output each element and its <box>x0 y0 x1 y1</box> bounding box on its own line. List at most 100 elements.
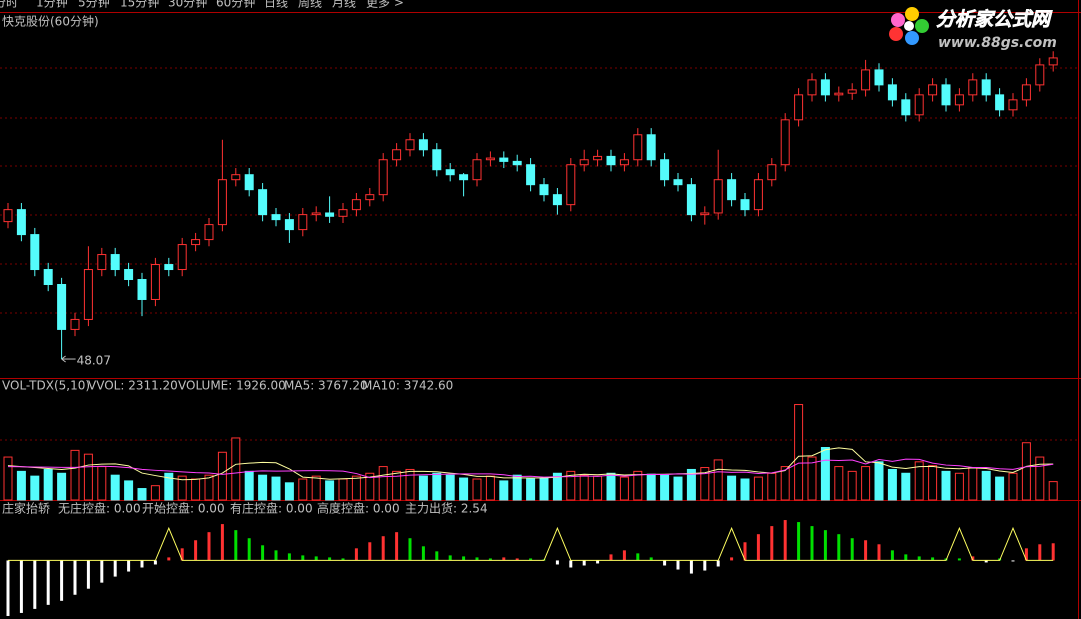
candle-body <box>271 214 281 221</box>
menu-bar: 分时 1分钟 5分钟 15分钟 30分钟 60分钟 日线 周线 月线 更多 > <box>0 0 404 10</box>
candle-body <box>847 89 857 94</box>
candle-body <box>284 219 294 231</box>
volume-bar <box>284 482 294 501</box>
volume-bar <box>539 477 549 501</box>
volume-bar <box>338 478 348 501</box>
candle-body <box>887 84 897 101</box>
volume-bar <box>30 475 40 501</box>
volume-bar <box>673 476 683 501</box>
logo-petal <box>905 7 919 21</box>
candle-body <box>217 179 227 226</box>
volume-bar <box>593 475 603 501</box>
candle-body <box>968 79 978 96</box>
volume-bar <box>164 472 174 501</box>
volume-bar <box>968 467 978 501</box>
candle-body <box>807 79 817 96</box>
candle-body <box>526 164 536 186</box>
logo-center <box>904 21 914 31</box>
low-arrow-head <box>61 355 66 363</box>
candle-body <box>753 179 763 211</box>
candle-body <box>351 199 361 211</box>
candle-body <box>646 134 656 161</box>
volume-bar <box>16 470 26 501</box>
candle-body <box>874 69 884 86</box>
candle-body <box>405 139 415 151</box>
candle-body <box>298 214 308 231</box>
indicator-header: 高度控盘: 0.00 <box>317 501 400 516</box>
candle-body <box>633 134 643 161</box>
volume-bar <box>124 480 134 501</box>
indicator-header: 无庄控盘: 0.00 <box>58 501 141 516</box>
logo: 分析家公式网 www.88gs.com <box>889 7 1057 51</box>
volume-bar <box>378 466 388 501</box>
low-label: 48.07 <box>77 354 111 368</box>
ma-line <box>7 458 1054 479</box>
volume-bar <box>351 475 361 501</box>
volume-bar <box>459 477 469 501</box>
volume-header: VVOL: 2311.20 <box>88 379 178 393</box>
volume-bar <box>847 470 857 501</box>
menu-item: 日线 <box>264 0 288 10</box>
logo-petal <box>905 31 919 45</box>
logo-name: 分析家公式网 <box>936 9 1053 31</box>
volume-bar <box>70 449 80 501</box>
volume-bar <box>794 404 804 501</box>
volume-bar <box>1008 472 1018 501</box>
volume-bar <box>244 470 254 501</box>
volume-bar <box>834 466 844 501</box>
menu-item: 30分钟 <box>168 0 207 10</box>
candle-body <box>606 155 616 166</box>
indicator-header: 主力出货: 2.54 <box>405 501 488 516</box>
volume-bar <box>83 453 93 501</box>
volume-bar <box>740 478 750 501</box>
volume-bar <box>231 437 241 501</box>
candle-body <box>418 139 428 151</box>
candle-body <box>150 264 160 300</box>
volume-bar <box>325 480 335 501</box>
candle-body <box>713 179 723 214</box>
volume-bar <box>204 474 214 501</box>
menu-item: 60分钟 <box>216 0 255 10</box>
volume-bar <box>954 472 964 501</box>
volume-bar <box>97 466 107 501</box>
volume-bar <box>43 468 53 501</box>
indicator-header: 庄家抬轿 <box>2 501 50 516</box>
candle-body <box>861 69 871 91</box>
volume-bar <box>874 461 884 501</box>
logo-petal <box>889 27 903 41</box>
candle-body <box>3 209 13 223</box>
candle-body <box>901 99 911 116</box>
volume-bar <box>941 470 951 501</box>
volume-bar <box>405 468 415 501</box>
candle-body <box>485 157 495 161</box>
volume-bar <box>365 472 375 501</box>
candle-body <box>834 92 844 96</box>
candle-body <box>57 284 67 330</box>
volume-bar <box>311 475 321 501</box>
candle-body <box>780 119 790 166</box>
volume-bar <box>700 467 710 501</box>
candle-body <box>914 94 924 116</box>
candle-body <box>740 199 750 211</box>
menu-item: 1分钟 <box>36 0 68 10</box>
candle-body <box>512 160 522 166</box>
candle-body <box>552 194 562 206</box>
candle-body <box>981 79 991 96</box>
volume-bar <box>110 474 120 501</box>
candle-body <box>1008 99 1018 111</box>
volume-bar <box>1035 456 1045 501</box>
volume-bar <box>3 456 13 501</box>
candle-body <box>325 212 335 217</box>
candle-body <box>124 269 134 281</box>
volume-bar <box>619 476 629 501</box>
volume-bar <box>150 485 160 501</box>
volume-bar <box>552 472 562 501</box>
menu-item: 15分钟 <box>120 0 159 10</box>
volume-header: VOLUME: 1926.00 <box>178 379 286 393</box>
volume-bar <box>633 470 643 501</box>
indicator-header: 开始控盘: 0.00 <box>142 501 225 516</box>
candle-body <box>995 94 1005 111</box>
candle-body <box>660 159 670 181</box>
volume-bar <box>445 474 455 501</box>
